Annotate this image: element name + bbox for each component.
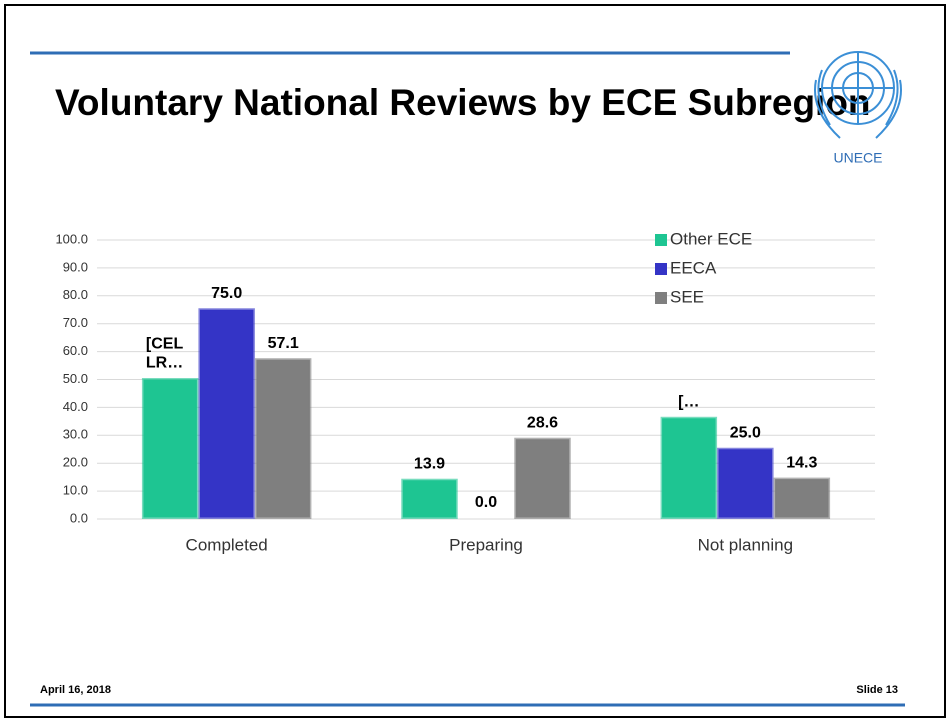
y-tick-label: 80.0 xyxy=(63,287,88,302)
x-tick-label: Completed xyxy=(186,535,268,554)
bar xyxy=(514,437,571,519)
y-tick-label: 50.0 xyxy=(63,371,88,386)
logo-text: UNECE xyxy=(833,150,882,166)
un-emblem xyxy=(814,51,902,139)
y-tick-label: 10.0 xyxy=(63,483,88,498)
bar xyxy=(660,416,718,520)
legend-swatch xyxy=(655,234,667,246)
bar xyxy=(773,477,831,519)
y-tick-label: 20.0 xyxy=(63,455,88,470)
bar xyxy=(401,478,458,519)
data-label: 75.0 xyxy=(211,285,242,302)
bar xyxy=(717,447,774,519)
y-tick-label: 70.0 xyxy=(63,315,88,330)
slide-title: Voluntary National Reviews by ECE Subreg… xyxy=(55,82,871,123)
data-label: 13.9 xyxy=(414,455,445,472)
y-tick-label: 30.0 xyxy=(63,427,88,442)
bar xyxy=(254,358,312,520)
data-label: 57.1 xyxy=(268,335,299,352)
data-label: [… xyxy=(678,393,699,410)
slide-frame xyxy=(4,4,946,718)
y-tick-label: 40.0 xyxy=(63,399,88,414)
x-tick-label: Preparing xyxy=(449,535,523,554)
data-label: 25.0 xyxy=(730,424,761,441)
bar xyxy=(141,378,199,519)
legend-label: SEE xyxy=(670,287,704,306)
legend-label: Other ECE xyxy=(670,229,752,248)
legend-swatch xyxy=(655,263,667,275)
legend-label: EECA xyxy=(670,258,717,277)
y-tick-label: 0.0 xyxy=(70,510,88,525)
x-tick-label: Not planning xyxy=(698,535,793,554)
y-tick-label: 90.0 xyxy=(63,259,88,274)
data-label: 14.3 xyxy=(786,454,817,471)
data-label: 28.6 xyxy=(527,414,558,431)
footer-slide: Slide 13 xyxy=(856,684,898,696)
data-label: 0.0 xyxy=(475,494,497,511)
footer-date: April 16, 2018 xyxy=(40,684,111,696)
y-tick-label: 60.0 xyxy=(63,343,88,358)
legend-swatch xyxy=(655,292,667,304)
bar xyxy=(198,308,255,519)
y-tick-label: 100.0 xyxy=(55,231,88,246)
data-label: [CEL LR… xyxy=(146,336,184,372)
